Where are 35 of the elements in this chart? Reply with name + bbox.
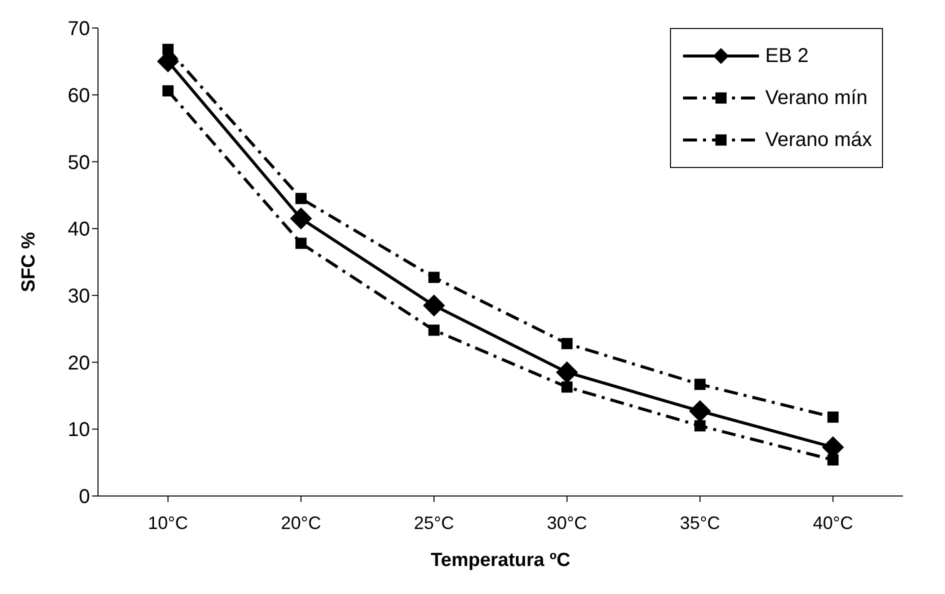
- point: [694, 378, 706, 390]
- point: [428, 272, 440, 283]
- x-tick-label: 40°C: [812, 512, 854, 533]
- y-tick-label: 30: [68, 286, 90, 308]
- point: [827, 412, 839, 423]
- x-axis-title: Temperatura ºC: [430, 550, 571, 571]
- x-tick-label: 10°C: [148, 512, 188, 533]
- point: [556, 361, 578, 384]
- point: [561, 338, 573, 350]
- legend-label: EB 2: [765, 44, 809, 68]
- y-tick-label: 50: [68, 152, 90, 174]
- x-tick-label: 20°C: [280, 512, 322, 533]
- x-tick-label: 25°C: [414, 512, 454, 533]
- y-tick-label: 40: [68, 218, 90, 241]
- y-tick-label: 70: [68, 18, 90, 40]
- point: [694, 420, 706, 432]
- point: [428, 324, 440, 336]
- point: [295, 192, 307, 204]
- point: [561, 381, 573, 393]
- point: [162, 85, 174, 96]
- point: [827, 454, 839, 466]
- y-axis-title: SFC %: [18, 232, 40, 292]
- point: [162, 44, 174, 55]
- x-tick-label: 30°C: [546, 512, 588, 533]
- point: [423, 294, 445, 316]
- point: [290, 208, 312, 230]
- legend-label: Verano mín: [765, 86, 868, 110]
- x-tick-label: 35°C: [680, 512, 720, 533]
- point: [689, 400, 711, 422]
- point: [295, 238, 307, 249]
- y-tick-label: 10: [68, 419, 90, 442]
- y-tick-label: 60: [68, 84, 90, 107]
- y-tick-label: 20: [68, 352, 90, 374]
- legend-label: Verano máx: [765, 128, 872, 152]
- y-tick-label: 0: [78, 486, 90, 508]
